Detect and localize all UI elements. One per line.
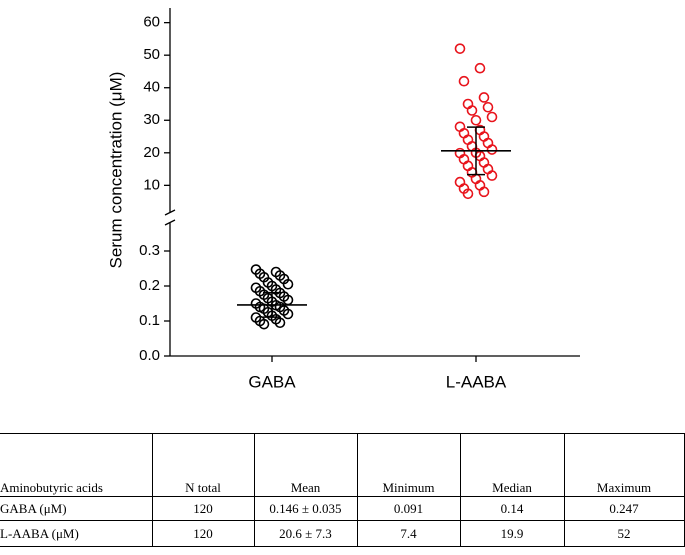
data-point: [486, 144, 498, 155]
data-point: [454, 43, 466, 54]
data-point: [486, 111, 498, 123]
x-tick-label: GABA: [248, 372, 296, 391]
y-tick-label: 40: [143, 79, 160, 96]
data-point: [474, 62, 486, 74]
axis-break: [164, 219, 176, 226]
y-tick-label: 60: [143, 14, 160, 31]
header-cell: Aminobutyric acids: [0, 433, 153, 497]
data-point: [458, 75, 470, 87]
header-cell: Median: [459, 433, 565, 497]
y-tick-label: 10: [143, 176, 160, 193]
table-cell: 19.9: [459, 520, 565, 547]
data-point: [282, 278, 294, 290]
header-cell: N total: [151, 433, 255, 497]
row: GABA (μM) 120 0.146 ± 0.035 0.091 0.14 0.247: [0, 496, 685, 521]
y-tick-label: 20: [143, 144, 160, 161]
header-cell: Mean: [253, 433, 358, 497]
data-point: [282, 308, 294, 320]
stats-table: Aminobutyric acids N total Mean Minimum Medi…: [0, 433, 685, 547]
row: L-AABA (μM) 120 20.6 ± 7.3 7.4 19.9 52: [0, 520, 685, 547]
y-tick-label: 50: [143, 46, 160, 63]
table-cell: GABA (μM): [0, 496, 153, 521]
data-point: [482, 101, 494, 113]
data-point: [486, 170, 498, 181]
data-point: [462, 188, 474, 200]
table-cell: 7.4: [356, 520, 461, 547]
table-cell: 120: [151, 520, 255, 547]
y-tick-label: 0.0: [139, 347, 160, 364]
table-cell: 0.146 ± 0.035: [253, 496, 358, 521]
chart: Serum concentration (μM) 0.0 0.1 0.2 0.3 10 2…: [106, 8, 580, 391]
table-cell: 0.247: [563, 496, 685, 521]
y-tick-label: 0.3: [139, 242, 160, 259]
data-point: [470, 114, 482, 126]
axis-break: [164, 209, 176, 216]
header-cell: Maximum: [563, 433, 685, 497]
x-tick-label: L-AABA: [446, 372, 507, 391]
table-cell: L-AABA (μM): [0, 520, 153, 547]
y-tick-label: 30: [143, 111, 160, 128]
header-row: Aminobutyric acids N total Mean Minimum Medi…: [0, 433, 685, 497]
data-point: [478, 92, 490, 103]
table-cell: 52: [563, 520, 685, 547]
header-cell: Minimum: [356, 433, 461, 497]
table-cell: 0.091: [356, 496, 461, 521]
data-point: [466, 105, 478, 116]
y-tick-label: 0.1: [139, 312, 160, 329]
y-tick-label: 0.2: [139, 277, 160, 294]
table-cell: 120: [151, 496, 255, 521]
table-cell: 0.14: [459, 496, 565, 521]
table-cell: 20.6 ± 7.3: [253, 520, 358, 547]
data-point: [478, 186, 490, 198]
data-point: [258, 318, 270, 330]
data-point: [274, 317, 286, 329]
y-axis-label: Serum concentration (μM): [106, 72, 125, 269]
